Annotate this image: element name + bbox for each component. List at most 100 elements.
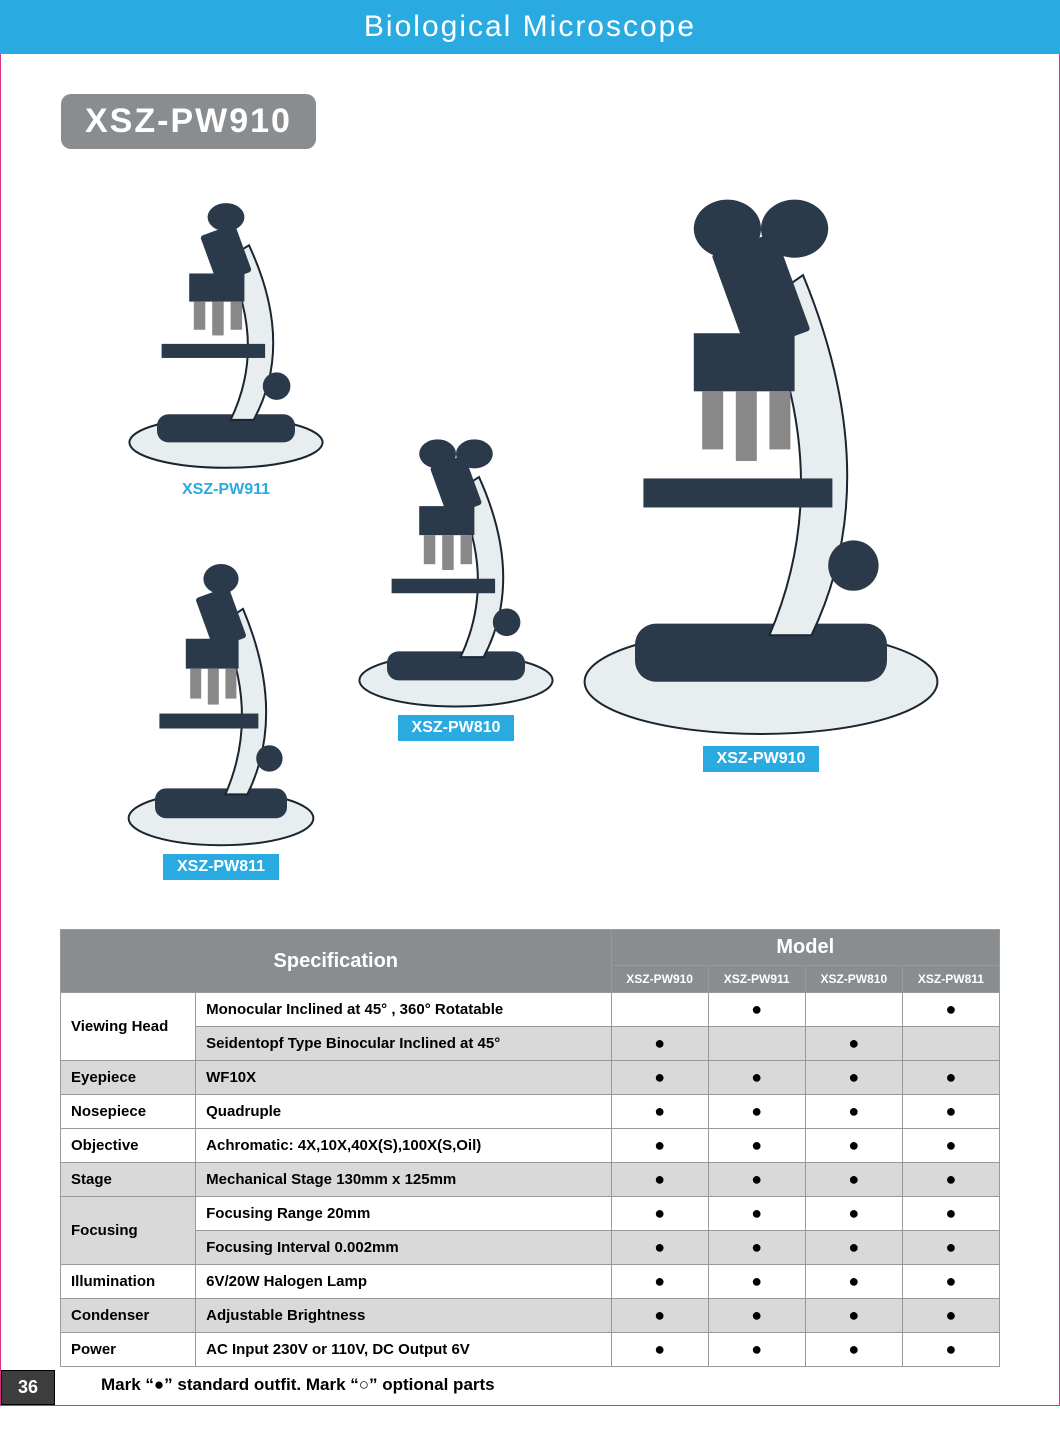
table-row: EyepieceWF10X●●●● [61, 1061, 1000, 1095]
spec-mark: ● [805, 1333, 902, 1367]
model-col-header: XSZ-PW810 [805, 966, 902, 993]
spec-mark [805, 993, 902, 1027]
table-row: Seidentopf Type Binocular Inclined at 45… [61, 1027, 1000, 1061]
microscope-icon [341, 419, 571, 709]
model-header: Model [611, 930, 999, 966]
spec-table: Specification Model XSZ-PW910XSZ-PW911XS… [60, 929, 1000, 1367]
spec-mark: ● [611, 1265, 708, 1299]
model-col-header: XSZ-PW811 [902, 966, 999, 993]
table-row: PowerAC Input 230V or 110V, DC Output 6V… [61, 1333, 1000, 1367]
spec-mark: ● [611, 1231, 708, 1265]
spec-mark: ● [708, 1061, 805, 1095]
spec-value: WF10X [196, 1061, 611, 1095]
spec-mark: ● [902, 1299, 999, 1333]
page-header: Biological Microscope [0, 0, 1060, 54]
spec-mark: ● [902, 1197, 999, 1231]
page-title: Biological Microscope [364, 10, 696, 43]
spec-category: Illumination [61, 1265, 196, 1299]
table-row: CondenserAdjustable Brightness●●●● [61, 1299, 1000, 1333]
spec-mark: ● [708, 993, 805, 1027]
spec-mark: ● [611, 1027, 708, 1061]
spec-mark: ● [902, 1333, 999, 1367]
spec-mark: ● [805, 1231, 902, 1265]
spec-mark: ● [708, 1163, 805, 1197]
spec-mark: ● [902, 1129, 999, 1163]
spec-value: Seidentopf Type Binocular Inclined at 45… [196, 1027, 611, 1061]
spec-mark: ● [611, 1333, 708, 1367]
spec-mark: ● [902, 1095, 999, 1129]
spec-mark: ● [611, 1095, 708, 1129]
spec-category: Nosepiece [61, 1095, 196, 1129]
page-body: XSZ-PW910 XSZ-PW911 XSZ-PW810 [0, 54, 1060, 1406]
microscope-icon [551, 159, 971, 740]
spec-mark: ● [902, 1231, 999, 1265]
spec-category: Focusing [61, 1197, 196, 1265]
spec-value: 6V/20W Halogen Lamp [196, 1265, 611, 1299]
spec-mark: ● [611, 1163, 708, 1197]
spec-category: Stage [61, 1163, 196, 1197]
product-p1: XSZ-PW911 [111, 189, 341, 503]
spec-mark: ● [805, 1265, 902, 1299]
spec-mark: ● [708, 1095, 805, 1129]
product-label: XSZ-PW811 [163, 854, 279, 880]
spec-mark: ● [708, 1197, 805, 1231]
table-row: Focusing Interval 0.002mm●●●● [61, 1231, 1000, 1265]
spec-category: Objective [61, 1129, 196, 1163]
spec-value: Quadruple [196, 1095, 611, 1129]
product-label: XSZ-PW911 [168, 477, 284, 503]
spec-mark: ● [611, 1197, 708, 1231]
spec-mark: ● [708, 1265, 805, 1299]
spec-mark: ● [902, 1163, 999, 1197]
table-row: FocusingFocusing Range 20mm●●●● [61, 1197, 1000, 1231]
spec-mark: ● [611, 1299, 708, 1333]
spec-mark: ● [902, 993, 999, 1027]
model-badge: XSZ-PW910 [61, 94, 316, 149]
product-p4: XSZ-PW910 [551, 159, 971, 772]
spec-mark: ● [611, 1061, 708, 1095]
product-gallery: XSZ-PW911 XSZ-PW810 XSZ-PW811 [41, 149, 1019, 929]
table-row: Viewing HeadMonocular Inclined at 45° , … [61, 993, 1000, 1027]
table-row: ObjectiveAchromatic: 4X,10X,40X(S),100X(… [61, 1129, 1000, 1163]
spec-mark: ● [805, 1061, 902, 1095]
model-col-header: XSZ-PW910 [611, 966, 708, 993]
product-p2: XSZ-PW810 [341, 419, 571, 741]
spec-mark [708, 1027, 805, 1061]
model-badge-text: XSZ-PW910 [85, 102, 292, 140]
spec-category: Condenser [61, 1299, 196, 1333]
spec-mark: ● [902, 1265, 999, 1299]
table-row: NosepieceQuadruple●●●● [61, 1095, 1000, 1129]
spec-category: Viewing Head [61, 993, 196, 1061]
model-col-header: XSZ-PW911 [708, 966, 805, 993]
spec-mark: ● [708, 1231, 805, 1265]
page-number: 36 [1, 1370, 55, 1405]
table-row: StageMechanical Stage 130mm x 125mm●●●● [61, 1163, 1000, 1197]
spec-mark: ● [902, 1061, 999, 1095]
spec-mark: ● [611, 1129, 708, 1163]
spec-table-head: Specification Model XSZ-PW910XSZ-PW911XS… [61, 930, 1000, 993]
spec-value: AC Input 230V or 110V, DC Output 6V [196, 1333, 611, 1367]
spec-header: Specification [61, 930, 612, 993]
product-label: XSZ-PW910 [703, 746, 820, 772]
spec-mark: ● [805, 1163, 902, 1197]
spec-value: Achromatic: 4X,10X,40X(S),100X(S,Oil) [196, 1129, 611, 1163]
spec-category: Power [61, 1333, 196, 1367]
spec-value: Mechanical Stage 130mm x 125mm [196, 1163, 611, 1197]
spec-value: Focusing Range 20mm [196, 1197, 611, 1231]
spec-mark: ● [805, 1095, 902, 1129]
table-footnote: Mark “●” standard outfit. Mark “○” optio… [101, 1375, 1019, 1395]
table-row: Illumination6V/20W Halogen Lamp●●●● [61, 1265, 1000, 1299]
spec-mark: ● [708, 1129, 805, 1163]
spec-mark: ● [708, 1299, 805, 1333]
spec-value: Focusing Interval 0.002mm [196, 1231, 611, 1265]
product-p3: XSZ-PW811 [111, 549, 331, 880]
product-label: XSZ-PW810 [398, 715, 515, 741]
spec-value: Monocular Inclined at 45° , 360° Rotatab… [196, 993, 611, 1027]
spec-category: Eyepiece [61, 1061, 196, 1095]
microscope-icon [111, 189, 341, 471]
microscope-icon [111, 549, 331, 848]
spec-mark [902, 1027, 999, 1061]
spec-mark [611, 993, 708, 1027]
spec-value: Adjustable Brightness [196, 1299, 611, 1333]
spec-mark: ● [805, 1299, 902, 1333]
spec-mark: ● [708, 1333, 805, 1367]
